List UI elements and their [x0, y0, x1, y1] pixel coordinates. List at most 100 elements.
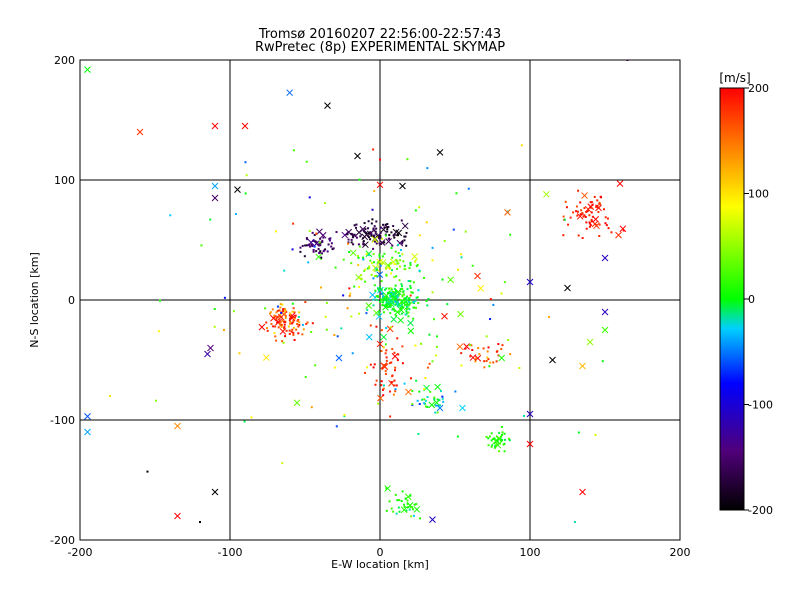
- data-point: [324, 248, 327, 251]
- data-point: [276, 316, 279, 319]
- data-point: [588, 221, 591, 224]
- data-point: [588, 222, 591, 225]
- data-point: [209, 218, 212, 221]
- data-point: [428, 333, 431, 336]
- data-point: [467, 187, 470, 190]
- data-point: [381, 388, 384, 391]
- data-point: [405, 303, 408, 306]
- data-point: [353, 224, 356, 227]
- data-point: [324, 315, 327, 318]
- data-point: [460, 352, 463, 355]
- data-point: [380, 280, 383, 283]
- data-point: [381, 292, 384, 295]
- data-point: [360, 277, 363, 280]
- data-point: [283, 326, 286, 329]
- data-point: [599, 195, 602, 198]
- data-point: [312, 239, 315, 242]
- data-point: [389, 305, 392, 308]
- data-point: [388, 234, 391, 237]
- data-point: [460, 364, 463, 367]
- data-point: [283, 321, 286, 324]
- data-point: [438, 404, 441, 407]
- data-point: [301, 244, 304, 247]
- data-point: [583, 214, 586, 217]
- data-point: [489, 361, 492, 364]
- data-point-x: [286, 89, 294, 97]
- data-point: [276, 305, 279, 308]
- data-point: [381, 261, 384, 264]
- data-point: [280, 311, 283, 314]
- data-point: [304, 301, 307, 304]
- data-point: [385, 273, 388, 276]
- data-point-x: [549, 356, 556, 364]
- data-point: [422, 276, 425, 279]
- data-point: [374, 289, 377, 292]
- data-point: [297, 315, 300, 318]
- data-point: [310, 330, 313, 333]
- data-point: [382, 295, 385, 298]
- data-point: [389, 390, 392, 393]
- data-point-x: [324, 102, 331, 109]
- data-point-x: [457, 310, 464, 318]
- data-point: [386, 230, 389, 233]
- data-point: [295, 328, 298, 331]
- data-point: [330, 245, 333, 248]
- data-point-x: [354, 152, 361, 160]
- data-point: [579, 213, 582, 216]
- data-point-x: [411, 253, 419, 260]
- data-point: [404, 235, 407, 238]
- data-point: [348, 250, 351, 253]
- data-point-x: [400, 506, 408, 514]
- data-point: [393, 369, 396, 372]
- data-point: [350, 315, 353, 318]
- data-point: [417, 289, 420, 292]
- data-point: [385, 267, 388, 270]
- data-point-x: [211, 488, 219, 496]
- data-point: [379, 158, 381, 161]
- data-point: [232, 310, 235, 313]
- data-point: [400, 500, 403, 503]
- data-point: [384, 373, 387, 376]
- data-point: [379, 234, 382, 237]
- y-tick-label: 0: [68, 294, 75, 307]
- colorbar: [m/s] 200 100 0 -100 -200: [719, 71, 773, 517]
- data-point: [406, 295, 409, 298]
- data-point: [399, 307, 402, 310]
- data-point: [393, 351, 396, 354]
- data-point: [385, 295, 388, 298]
- data-point: [590, 201, 593, 204]
- data-point: [401, 287, 404, 290]
- x-axis-ticks: -200 -100 0 100 200: [68, 546, 691, 559]
- data-point: [313, 245, 316, 248]
- data-point: [277, 326, 280, 329]
- data-point: [391, 293, 394, 296]
- data-point: [610, 231, 613, 234]
- data-point: [579, 201, 582, 204]
- data-point: [388, 290, 391, 293]
- data-point: [403, 235, 406, 238]
- data-point: [319, 286, 322, 289]
- data-point: [374, 383, 377, 386]
- data-point: [372, 235, 375, 238]
- data-point: [385, 326, 388, 329]
- data-point: [401, 305, 404, 308]
- data-point: [370, 273, 373, 276]
- data-point: [598, 223, 601, 226]
- data-point: [363, 269, 366, 272]
- data-point: [495, 360, 498, 363]
- data-point: [393, 309, 396, 312]
- data-point-x: [579, 488, 586, 496]
- data-point: [395, 298, 398, 301]
- data-point: [357, 243, 360, 246]
- data-point: [333, 366, 336, 369]
- data-point: [378, 237, 381, 240]
- data-point: [357, 256, 360, 259]
- data-point: [308, 229, 311, 232]
- data-point: [426, 167, 429, 170]
- data-point: [585, 221, 588, 224]
- data-point: [243, 420, 246, 423]
- data-point: [487, 346, 490, 349]
- data-point: [602, 208, 605, 211]
- data-point: [385, 509, 388, 512]
- data-point: [270, 322, 273, 325]
